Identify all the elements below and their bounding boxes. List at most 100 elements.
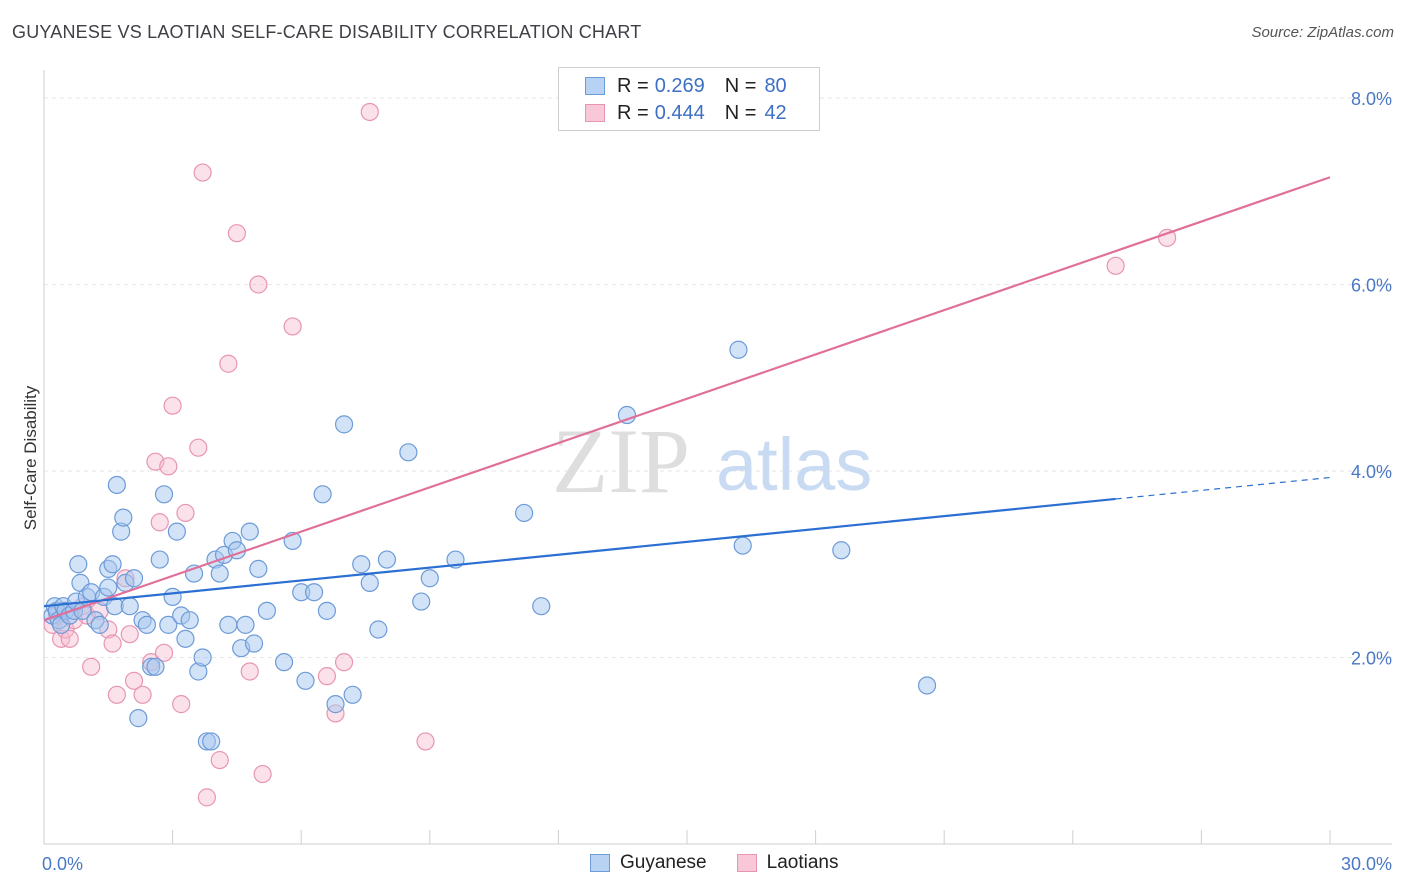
guyanese-point: [103, 555, 122, 574]
watermark-zip: ZIP: [552, 410, 690, 512]
guyanese-point: [180, 611, 199, 630]
laotian-point: [124, 671, 144, 690]
laotian-point: [150, 513, 169, 532]
legend-item-guyanese[interactable]: Guyanese: [590, 852, 707, 874]
guyanese-point: [114, 508, 133, 527]
laotian-point: [253, 764, 272, 784]
guyanese-point: [360, 573, 379, 592]
guyanese-point: [90, 615, 109, 634]
guyanese-point: [304, 583, 324, 602]
laotian-point: [82, 657, 101, 676]
guyanese-point: [352, 555, 371, 574]
y-tick-label: 6.0%: [1351, 275, 1392, 295]
laotian-point: [193, 163, 212, 182]
guyanese-swatch: [585, 77, 605, 95]
guyanese-point: [219, 615, 238, 634]
guyanese-point: [326, 695, 345, 714]
guyanese-point: [167, 522, 186, 541]
y-tick-label: 2.0%: [1351, 648, 1392, 668]
guyanese-point: [159, 615, 178, 634]
laotian-trend-line: [43, 176, 1331, 622]
stats-legend: R = 0.269 N = 80 R = 0.444 N = 42: [558, 67, 820, 131]
chart-title: GUYANESE VS LAOTIAN SELF-CARE DISABILITY…: [12, 22, 642, 42]
guyanese-trend-line: [43, 497, 1116, 608]
guyanese-point: [129, 709, 148, 728]
stats-row-guyanese: R = 0.269 N = 80: [585, 73, 787, 99]
guyanese-point: [107, 475, 126, 495]
guyanese-point: [210, 564, 229, 583]
laotian-point: [317, 667, 337, 686]
guyanese-point: [334, 415, 354, 434]
guyanese-point: [69, 555, 88, 574]
laotian-point: [1158, 228, 1177, 247]
n-value: 42: [764, 101, 787, 124]
guyanese-point: [515, 503, 534, 523]
laotian-point: [159, 457, 178, 476]
guyanese-point: [729, 340, 748, 359]
guyanese-point: [176, 629, 195, 648]
r-label: R =: [617, 101, 649, 124]
laotian-point: [120, 625, 139, 644]
laotian-point: [416, 732, 435, 751]
laotian-point: [240, 662, 259, 681]
laotian-point: [249, 275, 268, 294]
n-label: N =: [724, 74, 757, 97]
guyanese-point: [313, 485, 332, 504]
trend-lines: [43, 176, 1331, 622]
r-value: 0.444: [654, 101, 705, 124]
laotian-point: [227, 224, 246, 243]
guyanese-point: [236, 615, 255, 634]
guyanese-point: [240, 522, 259, 541]
laotian-point: [172, 695, 191, 714]
laotian-point: [133, 685, 152, 704]
laotian-point: [219, 354, 238, 373]
guyanese-point: [124, 569, 144, 588]
r-label: R =: [617, 74, 649, 97]
guyanese-point: [343, 685, 362, 704]
guyanese-point: [832, 541, 851, 560]
laotian-point: [60, 629, 79, 648]
guyanese-point: [150, 550, 169, 569]
guyanese-point: [202, 732, 221, 751]
guyanese-point: [296, 671, 315, 690]
guyanese-point: [369, 620, 388, 639]
guyanese-point: [99, 578, 118, 597]
legend-label-guyanese: Guyanese: [620, 852, 707, 873]
watermark-atlas: atlas: [716, 423, 872, 506]
guyanese-point: [420, 569, 439, 588]
guyanese-swatch: [590, 854, 610, 872]
laotian-point: [197, 788, 216, 807]
laotian-point: [163, 396, 182, 415]
guyanese-points: [43, 340, 937, 751]
r-value: 0.269: [654, 74, 705, 97]
guyanese-point: [257, 601, 277, 620]
n-value: 80: [764, 74, 787, 97]
guyanese-point: [244, 634, 264, 653]
guyanese-point: [163, 587, 182, 606]
x-tick-labels: 0.0% 30.0%: [42, 854, 1392, 874]
guyanese-point: [917, 676, 937, 695]
guyanese-point: [154, 485, 174, 504]
legend-item-laotians[interactable]: Laotians: [736, 852, 838, 874]
laotian-point: [360, 102, 379, 122]
guyanese-point: [617, 405, 637, 425]
laotian-point: [283, 317, 302, 336]
laotian-point: [103, 634, 122, 653]
series-legend: Guyanese Laotians: [590, 852, 868, 874]
guyanese-point: [733, 536, 752, 555]
guyanese-point: [146, 657, 165, 676]
guyanese-point: [249, 559, 268, 579]
guyanese-point: [412, 592, 431, 611]
laotian-point: [154, 643, 174, 662]
y-tick-label: 4.0%: [1351, 462, 1392, 482]
guyanese-point: [532, 597, 551, 616]
x-tick-label: 30.0%: [1341, 854, 1392, 874]
y-tick-label: 8.0%: [1351, 89, 1392, 109]
guyanese-point: [137, 615, 156, 634]
laotian-swatch: [585, 104, 605, 122]
chart-source: Source: ZipAtlas.com: [1251, 24, 1394, 41]
n-label: N =: [724, 101, 757, 124]
stats-row-laotian: R = 0.444 N = 42: [585, 100, 787, 126]
axes: [43, 70, 1392, 845]
